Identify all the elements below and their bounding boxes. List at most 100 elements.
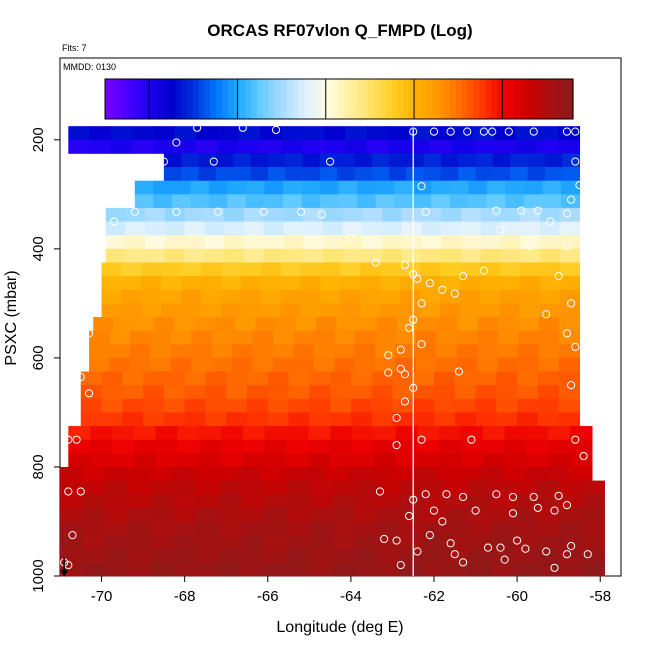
observation-point [579, 451, 588, 461]
heatmap-cell [309, 507, 333, 522]
heatmap-cell [322, 248, 344, 263]
x-tick-label: -64 [340, 588, 362, 605]
heatmap-cell [89, 357, 111, 372]
heatmap-cell [360, 262, 381, 277]
heatmap-cell [523, 180, 543, 195]
heatmap-cell [461, 453, 484, 468]
x-tick-label: -70 [91, 588, 113, 605]
heatmap-cell [400, 562, 424, 577]
heatmap-cell [517, 412, 539, 427]
colorbar-swatch [473, 79, 480, 119]
heatmap-cell [336, 317, 358, 332]
heatmap-cell [283, 221, 304, 236]
heatmap-cell [322, 221, 344, 236]
heatmap-cell [475, 385, 497, 400]
heatmap-cell [150, 507, 175, 522]
heatmap-cell [263, 221, 284, 236]
heatmap-cell [330, 453, 353, 468]
heatmap-cell [440, 303, 461, 318]
heatmap-cell [129, 330, 151, 345]
heatmap-cell [226, 371, 248, 386]
heatmap-cell [338, 180, 358, 195]
heatmap-cell [153, 126, 176, 141]
observation-point [550, 563, 559, 572]
heatmap-cell [397, 317, 418, 332]
heatmap-cell [525, 466, 549, 481]
colorbar-swatch [526, 79, 533, 119]
heatmap-cell [101, 385, 123, 400]
heatmap-cell [459, 289, 481, 304]
observation-point [238, 123, 247, 132]
heatmap-cell [233, 153, 252, 168]
heatmap-cell [232, 357, 254, 372]
heatmap-cell [436, 466, 460, 481]
heatmap-cell [354, 507, 379, 522]
heatmap-cell [406, 167, 425, 182]
heatmap-cell [362, 221, 383, 236]
heatmap-cell [141, 303, 162, 318]
heatmap-cell [302, 153, 321, 168]
heatmap-cell [128, 507, 152, 522]
heatmap-cell [105, 221, 127, 236]
date-label: MMDD: 0130 [63, 62, 116, 72]
heatmap-cell [141, 262, 162, 277]
heatmap-cell [320, 180, 340, 195]
heatmap-cell [194, 317, 216, 332]
heatmap-cell [153, 139, 176, 154]
y-tick-label: 200 [30, 127, 47, 152]
x-tick-label: -58 [589, 588, 611, 605]
heatmap-cell [309, 521, 333, 536]
heatmap-cell [400, 480, 424, 495]
heatmap-cell [536, 139, 559, 154]
observation-point [172, 138, 181, 147]
observation-point [438, 517, 447, 526]
heatmap-cell [309, 385, 331, 400]
heatmap-cell [395, 330, 417, 345]
heatmap-cell [337, 167, 355, 182]
observation-point [404, 511, 414, 521]
observation-point [562, 501, 572, 510]
heatmap-cell [300, 276, 322, 291]
observation-point [571, 157, 580, 166]
heatmap-cell [581, 562, 605, 577]
observation-point [567, 195, 576, 204]
heatmap-cell [547, 466, 571, 481]
heatmap-cell [240, 303, 262, 318]
heatmap-cell [313, 357, 335, 372]
heatmap-cell [377, 494, 401, 509]
heatmap-cell [375, 357, 397, 372]
heatmap-cell [504, 439, 528, 454]
heatmap-cell [232, 344, 254, 359]
heatmap-cell [263, 235, 284, 250]
heatmap-cell [309, 412, 331, 427]
observation-point [458, 272, 468, 281]
heatmap-cell [80, 412, 103, 427]
heatmap-cell [161, 303, 182, 318]
heatmap-cell [560, 180, 581, 195]
colorbar-swatch [204, 79, 211, 119]
heatmap-cell [441, 235, 462, 250]
colorbar-swatch [374, 79, 381, 119]
heatmap-cell [330, 426, 353, 441]
observation-point [562, 242, 572, 251]
heatmap-cell [395, 357, 417, 372]
heatmap-cell [205, 412, 227, 427]
heatmap-cell [309, 480, 333, 495]
heatmap-cell [380, 262, 401, 277]
observation-point [346, 233, 355, 243]
heatmap-cell [89, 330, 111, 345]
heatmap-cell [536, 535, 560, 550]
heatmap-cell [526, 453, 549, 468]
observation-point [500, 555, 509, 564]
heatmap-cell [128, 494, 152, 509]
heatmap-cell [240, 276, 262, 291]
heatmap-cell [500, 207, 521, 222]
heatmap-cell [143, 398, 165, 413]
heatmap-cell [104, 466, 128, 481]
heatmap-cell [286, 535, 311, 550]
observation-point [421, 490, 430, 499]
heatmap-cell [562, 167, 581, 182]
heatmap-cell [184, 207, 206, 222]
heatmap-cell [420, 276, 441, 291]
heatmap-cell [459, 303, 481, 318]
